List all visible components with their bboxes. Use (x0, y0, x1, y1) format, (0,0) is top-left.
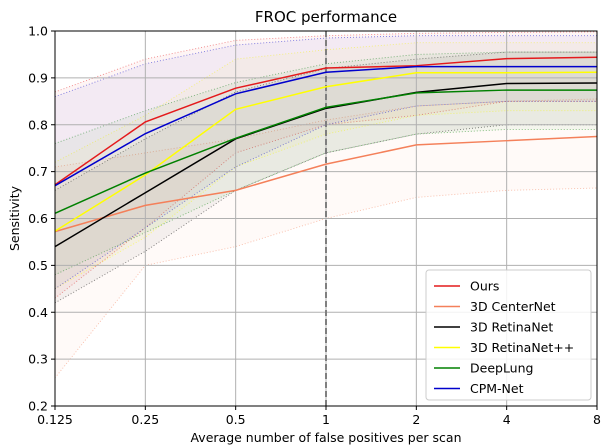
legend-label-0: Ours (470, 279, 499, 294)
x-tick-label-3: 1 (322, 412, 330, 427)
legend-label-1: 3D CenterNet (470, 299, 556, 314)
ci-band-5 (55, 35, 597, 289)
ci-band-2 (55, 52, 597, 303)
series-line-4 (54, 89, 597, 215)
y-tick-label-8: 1.0 (28, 24, 48, 39)
legend-box (425, 269, 592, 401)
ci-band-4 (55, 52, 597, 275)
y-tick-label-1: 0.3 (28, 352, 48, 367)
x-tick-label-0: 0.125 (37, 412, 73, 427)
y-tick-label-3: 0.5 (28, 258, 48, 273)
legend: Ours 3D CenterNet 3D RetinaNet 3D RetinaNet… (425, 269, 592, 401)
y-tick-label-4: 0.6 (28, 211, 48, 226)
x-axis-ticks: 0.125 0.25 0.5 1 2 4 8 (37, 406, 601, 427)
legend-label-3: 3D RetinaNet++ (470, 340, 574, 355)
y-tick-label-6: 0.8 (28, 117, 48, 132)
legend-label-2: 3D RetinaNet (470, 320, 553, 335)
x-tick-label-4: 2 (412, 412, 420, 427)
y-tick-label-2: 0.4 (28, 305, 48, 320)
x-tick-label-5: 4 (503, 412, 511, 427)
ci-band-1 (55, 98, 597, 378)
series-line-3 (54, 71, 598, 232)
ci-band-3 (55, 42, 597, 289)
x-axis-title: Average number of false positives per sc… (190, 430, 461, 445)
confidence-bands (54, 31, 598, 379)
chart-title: FROC performance (255, 8, 397, 26)
series-line-1 (54, 135, 598, 233)
x-tick-label-2: 0.5 (226, 412, 246, 427)
series-line-5 (54, 65, 597, 187)
x-tick-label-6: 8 (593, 412, 601, 427)
legend-label-4: DeepLung (470, 361, 533, 376)
series-line-0 (54, 56, 598, 186)
legend-label-5: CPM-Net (470, 381, 524, 396)
y-axis-ticks: 0.2 0.3 0.4 0.5 0.6 0.7 0.8 0.9 1.0 (28, 24, 55, 414)
y-tick-label-7: 0.9 (28, 70, 48, 85)
y-tick-label-5: 0.7 (28, 164, 48, 179)
y-tick-label-0: 0.2 (28, 399, 48, 414)
series-line-2 (54, 82, 598, 248)
ci-band-0 (55, 31, 597, 299)
x-tick-label-1: 0.25 (131, 412, 159, 427)
y-axis-title: Sensitivity (7, 185, 22, 251)
series-lines (54, 56, 598, 248)
